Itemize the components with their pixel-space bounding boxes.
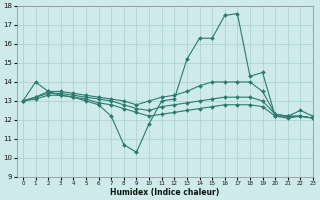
X-axis label: Humidex (Indice chaleur): Humidex (Indice chaleur) xyxy=(110,188,220,197)
